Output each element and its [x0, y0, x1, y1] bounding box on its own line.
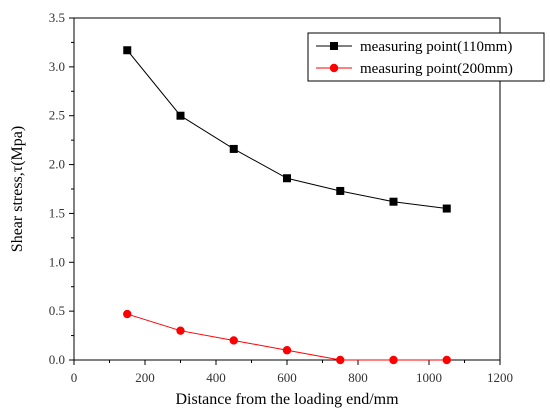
legend: measuring point(110mm) measuring point(20… — [307, 32, 545, 82]
y-tick-label: 3.0 — [49, 59, 65, 74]
y-tick-label: 2.5 — [49, 108, 65, 123]
data-point — [229, 144, 238, 153]
data-point — [336, 186, 345, 195]
data-point — [283, 174, 291, 183]
x-tick-label: 200 — [135, 370, 155, 385]
y-tick-label: 0.5 — [49, 303, 65, 318]
legend-box — [307, 32, 545, 82]
series-1 — [123, 46, 451, 213]
y-tick-label: 1.5 — [49, 205, 65, 220]
data-point — [389, 355, 398, 365]
x-tick-label: 800 — [348, 370, 368, 385]
x-axis-title: Distance from the loading end/mm — [175, 391, 399, 408]
series-group — [123, 46, 451, 365]
legend-label: measuring point(200mm) — [360, 61, 513, 77]
data-point — [123, 46, 132, 55]
data-point — [442, 355, 451, 365]
legend-marker — [330, 42, 338, 50]
x-tick-label: 400 — [206, 370, 226, 385]
data-point — [389, 197, 398, 206]
y-tick-label: 1.0 — [49, 254, 65, 269]
axes: 0 200 400 600 800 1000 1200 0.0 0.5 1.0 1.5 2.0 2.5 3… — [49, 10, 513, 385]
data-point — [442, 204, 451, 213]
data-point — [123, 309, 132, 319]
x-tick-label: 1200 — [487, 370, 513, 385]
data-point — [282, 346, 292, 355]
x-tick-label: 0 — [71, 370, 78, 385]
y-tick-label: 0.0 — [49, 352, 65, 367]
series-2 — [123, 309, 451, 365]
legend-marker — [329, 63, 339, 73]
legend-item: measuring point(110mm) — [316, 39, 512, 55]
legend-item: measuring point(200mm) — [316, 61, 513, 77]
x-tick-label: 1000 — [416, 370, 442, 385]
legend-label: measuring point(110mm) — [360, 39, 512, 55]
x-tick-label: 600 — [277, 370, 297, 385]
data-point — [176, 111, 185, 120]
data-point — [176, 326, 185, 335]
y-axis-title: Shear stress,τ(Mpa) — [9, 126, 26, 252]
y-tick-label: 2.0 — [49, 157, 65, 172]
data-point — [336, 355, 345, 365]
y-tick-label: 3.5 — [49, 10, 65, 25]
data-point — [229, 336, 238, 345]
